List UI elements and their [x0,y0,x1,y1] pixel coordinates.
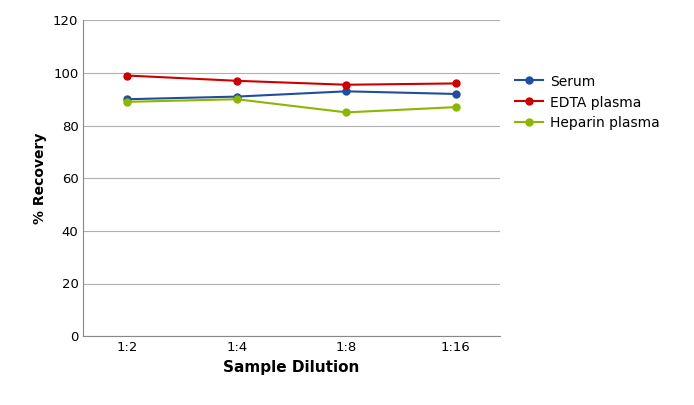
Serum [232,94,241,99]
Serum [123,97,131,102]
Line: EDTA plasma: EDTA plasma [124,72,459,88]
Heparin plasma [123,99,131,104]
Heparin plasma [342,110,350,115]
EDTA plasma [342,82,350,87]
EDTA plasma [232,79,241,83]
Line: Heparin plasma: Heparin plasma [124,96,459,116]
Heparin plasma [452,105,460,110]
Line: Serum: Serum [124,88,459,103]
Heparin plasma [232,97,241,102]
Serum [452,92,460,96]
Legend: Serum, EDTA plasma, Heparin plasma: Serum, EDTA plasma, Heparin plasma [515,75,659,130]
EDTA plasma [452,81,460,86]
Serum [342,89,350,94]
X-axis label: Sample Dilution: Sample Dilution [223,360,359,375]
EDTA plasma [123,73,131,78]
Y-axis label: % Recovery: % Recovery [33,132,47,224]
